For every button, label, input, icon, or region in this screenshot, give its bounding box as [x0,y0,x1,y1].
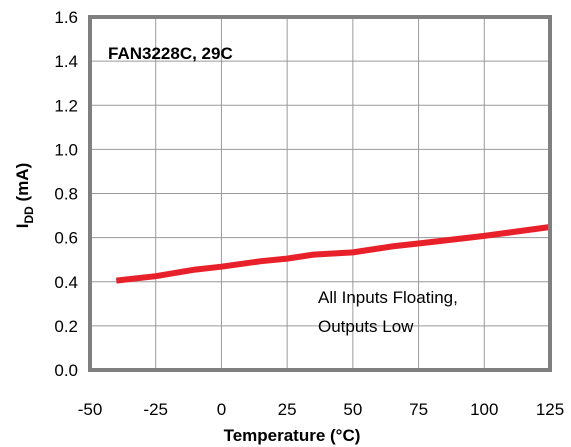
y-tick-labels: 0.0 0.2 0.4 0.6 0.8 1.0 1.2 1.4 1.6 [54,8,78,380]
x-tick-label: 0 [217,400,226,419]
y-tick-label: 0.0 [54,361,78,380]
y-axis-title: IDD (mA) [13,163,36,229]
x-tick-label: 125 [536,400,564,419]
y-axis-label-unit: (mA) [13,163,32,206]
y-tick-label: 0.8 [54,185,78,204]
annotation-part-number: FAN3228C, 29C [108,44,233,63]
x-tick-label: 100 [470,400,498,419]
annotation-condition-outputs: Outputs Low [318,317,414,336]
x-tick-label: -50 [78,400,103,419]
svg-text:IDD (mA): IDD (mA) [13,163,36,229]
y-tick-label: 1.4 [54,52,78,71]
y-tick-label: 0.2 [54,317,78,336]
series-line [115,224,551,284]
y-tick-label: 0.4 [54,273,78,292]
x-tick-label: -25 [143,400,168,419]
plot-frame [88,15,552,372]
x-tick-label: 75 [409,400,428,419]
y-axis-label-subscript: DD [22,206,36,224]
y-tick-label: 1.0 [54,140,78,159]
x-tick-labels: -50 -25 0 25 50 75 100 125 [78,400,564,419]
x-tick-label: 50 [343,400,362,419]
series-layer [115,224,551,284]
x-tick-label: 25 [278,400,297,419]
x-axis-title: Temperature (°C) [224,426,361,445]
y-tick-label: 1.2 [54,96,78,115]
y-tick-label: 0.6 [54,229,78,248]
annotation-condition-inputs: All Inputs Floating, [318,288,458,307]
y-tick-label: 1.6 [54,8,78,27]
y-axis-label-main: I [13,224,32,229]
